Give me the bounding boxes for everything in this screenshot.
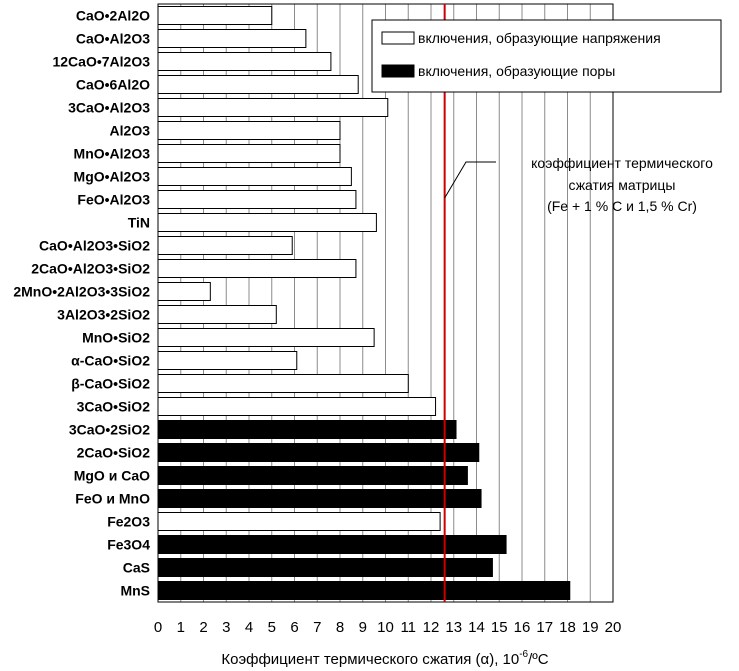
category-label: Fe3O4 [107,537,150,553]
category-label: Al2O3 [110,123,151,139]
legend-box [371,19,722,93]
x-axis-label-unit: /ºC [528,651,549,668]
bar [157,305,277,324]
category-label: Fe2O3 [107,514,150,530]
x-axis-label: Коэффициент термического сжатия (α), 10-… [221,649,548,668]
bar [157,558,493,577]
category-label: MgO•Al2O3 [74,169,151,185]
x-tick-label: 5 [268,619,276,636]
category-label: MnO•Al2O3 [74,146,151,162]
legend-label: включения, образующие поры [418,63,615,79]
annotation-leader [444,161,496,199]
x-axis-label-main: Коэффициент термического сжатия (α), 10 [221,651,519,668]
category-label: 3CaO•2SiO2 [69,422,150,438]
bar [157,167,352,186]
bar [157,6,273,25]
category-label: CaO•Al2O3•SiO2 [39,238,150,254]
annotation-text: сжатия матрицы [569,177,676,193]
category-label: MnS [120,583,150,599]
bar [157,282,211,301]
x-tick-label: 16 [514,619,531,636]
x-tick-label: 1 [177,619,185,636]
x-tick-label: 2 [199,619,207,636]
legend-label: включения, образующие напряжения [418,30,661,46]
x-tick-label: 4 [245,619,253,636]
bar [157,213,377,232]
bar [157,351,298,370]
x-tick-label: 15 [491,619,508,636]
x-tick-label: 9 [359,619,367,636]
x-tick-label: 0 [154,619,162,636]
x-tick-label: 12 [423,619,440,636]
category-label: CaS [123,560,150,576]
x-tick-label: 17 [536,619,553,636]
category-label: 12CaO•7Al2O3 [52,54,150,70]
category-label: CaO•Al2O3 [76,31,150,47]
bar [157,190,357,209]
category-label: 3CaO•SiO2 [77,399,151,415]
category-label: β-CaO•SiO2 [71,376,150,392]
x-tick-label: 7 [313,619,321,636]
legend-swatch [381,31,415,45]
bars [157,6,571,600]
bar [157,466,468,485]
bar [157,374,409,393]
bar [157,121,341,140]
bar [157,512,441,531]
x-tick-label: 14 [468,619,485,636]
category-label: 3Al2O3•2SiO2 [57,307,150,323]
category-labels: CaO•2Al2O CaO•Al2O3 12CaO•7Al2O3 CaO•6Al2O 3… [13,8,150,599]
x-tick-label: 11 [400,619,416,636]
category-label: MgO и CaO [74,468,150,484]
x-tick-label: 20 [605,619,622,636]
bar [157,259,357,278]
bar [157,98,389,117]
bar [157,52,332,71]
plot-frame [157,3,614,603]
bar [157,29,307,48]
x-tick-label: 8 [336,619,344,636]
category-label: 2CaO•Al2O3•SiO2 [31,261,150,277]
category-label: 2MnO•2Al2O3•3SiO2 [13,284,150,300]
legend: включения, образующие напряжения включени… [371,19,722,93]
bar [157,535,507,554]
category-label: 3CaO•Al2O3 [68,100,150,116]
annotation-text: (Fe + 1 % C и 1,5 % Cr) [547,198,697,214]
category-label: CaO•2Al2O [76,8,150,24]
category-label: FeO и MnO [75,491,150,507]
bar [157,443,480,462]
x-tick-label: 6 [290,619,298,636]
category-label: CaO•6Al2O [76,77,150,93]
bar [157,328,375,347]
x-tick-labels: 0 1 2 3 4 5 6 7 8 9 10 11 12 13 14 15 16 17 18 19 20 [154,619,622,636]
x-tick-label: 19 [582,619,599,636]
bar [157,144,341,163]
category-label: TiN [128,215,150,231]
bar [157,489,482,508]
x-tick-label: 18 [559,619,576,636]
bar [157,397,437,416]
reference-line-group: коэффициент термического сжатия матрицы (F… [443,4,713,602]
x-tick-label: 13 [445,619,462,636]
category-label: 2CaO•SiO2 [77,445,151,461]
x-tick-label: 10 [377,619,394,636]
legend-swatch [381,64,415,78]
category-label: FeO•Al2O3 [77,192,150,208]
bar [157,236,293,255]
category-label: MnO•SiO2 [82,330,150,346]
annotation-text: коэффициент термического [531,155,713,171]
bar [157,75,359,94]
category-label: α-CaO•SiO2 [71,353,150,369]
bar [157,420,457,439]
x-axis-label-exponent: -6 [519,649,528,660]
bar [157,581,571,600]
x-tick-label: 3 [222,619,230,636]
